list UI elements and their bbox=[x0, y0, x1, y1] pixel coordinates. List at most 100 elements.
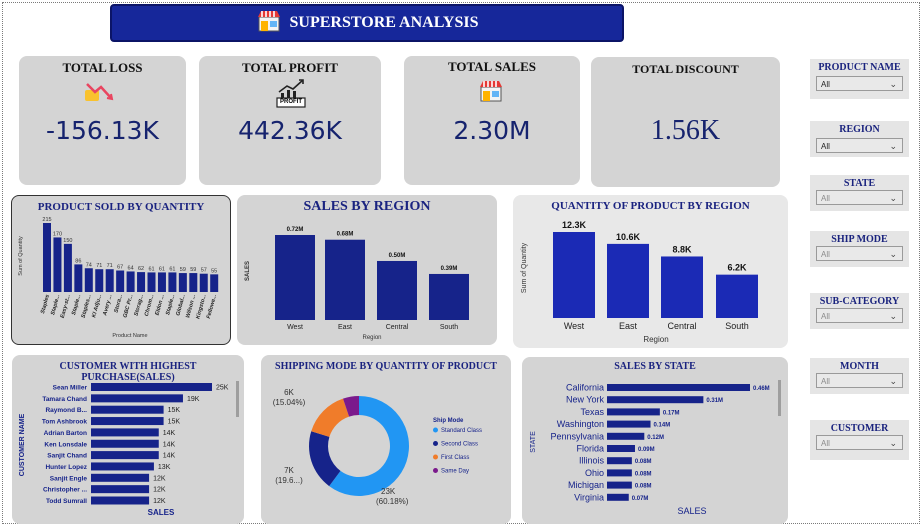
data-label-sales-region-2: 0.50M bbox=[389, 253, 406, 259]
tick-label-sales-region-0: West bbox=[287, 324, 303, 331]
data-label-product-2: 150 bbox=[63, 238, 72, 244]
slicer-dropdown[interactable]: All ⌄ bbox=[816, 76, 903, 91]
tick-label-product-6: Avery ... bbox=[102, 294, 114, 318]
chart-title-sales-state: SALES BY STATE bbox=[614, 361, 696, 372]
bar-state-8 bbox=[607, 481, 632, 489]
tick-label-customer-6: Sanjit Chand bbox=[47, 453, 87, 460]
tick-label-customer-9: Christopher ... bbox=[43, 487, 87, 494]
kpi-card-total-loss[interactable]: TOTAL LOSS -156.13K bbox=[19, 56, 186, 185]
data-label-product-1: 170 bbox=[53, 231, 62, 237]
tick-label-product-9: Storag... bbox=[133, 294, 145, 317]
data-label-customer-6: 14K bbox=[163, 453, 176, 460]
bar-product-11 bbox=[157, 272, 166, 292]
bar-qty-region-2 bbox=[661, 256, 703, 318]
tick-label-sales-region-2: Central bbox=[386, 324, 409, 331]
bar-product-16 bbox=[210, 274, 219, 292]
tick-label-product-11: Eldon ... bbox=[155, 294, 166, 317]
slicer-month[interactable]: MONTH All ⌄ bbox=[810, 358, 909, 394]
slicer-state[interactable]: STATE All ⌄ bbox=[810, 175, 909, 211]
slicer-sub-category[interactable]: SUB-CATEGORY All ⌄ bbox=[810, 293, 909, 329]
loss-trend-icon bbox=[83, 80, 123, 109]
slicer-dropdown[interactable]: All ⌄ bbox=[816, 246, 903, 261]
chart-card-customers[interactable]: CUSTOMER WITH HIGHEST PURCHASE(SALES) Se… bbox=[12, 355, 244, 524]
bar-customer-9 bbox=[91, 485, 150, 494]
tick-label-qty-region-2: Central bbox=[667, 321, 696, 331]
qty-region-chart: 12.3K West 10.6K East 8.8K Central 6.2K South Re… bbox=[521, 220, 758, 344]
kpi-value-total-loss: -156.13K bbox=[46, 116, 159, 145]
tick-label-product-7: Stora... bbox=[113, 294, 124, 314]
chart-title-qty-region: QUANTITY OF PRODUCT BY REGION bbox=[551, 200, 750, 212]
data-label-product-15: 57 bbox=[201, 268, 207, 274]
bar-product-3 bbox=[74, 264, 83, 292]
slicer-customer[interactable]: CUSTOMER All ⌄ bbox=[810, 420, 909, 460]
sales-region-chart: 0.72M West 0.68M East 0.50M Central 0.39M South… bbox=[245, 227, 469, 341]
tick-label-state-3: Washington bbox=[557, 419, 604, 429]
chevron-down-icon: ⌄ bbox=[889, 141, 897, 151]
bar-customer-6 bbox=[91, 451, 159, 460]
bar-product-4 bbox=[84, 268, 93, 292]
tick-label-state-4: Pennsylvania bbox=[550, 431, 604, 441]
data-label-product-7: 67 bbox=[117, 264, 123, 270]
tick-label-product-3: Staple... bbox=[71, 294, 82, 316]
bar-sales-region-1 bbox=[325, 239, 365, 320]
data-label-state-4: 0.12M bbox=[647, 435, 664, 441]
data-label-state-7: 0.08M bbox=[635, 471, 652, 477]
tick-label-state-5: Florida bbox=[576, 444, 604, 454]
slicer-dropdown[interactable]: All ⌄ bbox=[816, 190, 903, 205]
bar-sales-region-0 bbox=[275, 235, 315, 320]
bar-state-2 bbox=[607, 408, 660, 416]
slicer-value: All bbox=[821, 194, 830, 203]
tick-label-customer-7: Hunter Lopez bbox=[45, 464, 87, 471]
slicer-label: CUSTOMER bbox=[830, 423, 889, 434]
bar-product-13 bbox=[178, 273, 187, 292]
data-label-customer-10: 12K bbox=[153, 498, 166, 505]
tick-label-state-6: Illinois bbox=[579, 456, 605, 466]
donut-slice-2 bbox=[311, 398, 350, 437]
bar-state-0 bbox=[607, 384, 750, 391]
slicer-dropdown[interactable]: All ⌄ bbox=[816, 138, 903, 153]
bar-customer-7 bbox=[91, 462, 154, 471]
slicer-dropdown[interactable]: All ⌄ bbox=[816, 435, 903, 450]
chart-title-product-quantity: PRODUCT SOLD BY QUANTITY bbox=[37, 201, 205, 213]
chart-card-ship-mode[interactable]: SHIPPING MODE BY QUANTITY OF PRODUCT 23K… bbox=[261, 355, 511, 524]
slicer-value: All bbox=[821, 250, 830, 259]
bar-customer-4 bbox=[91, 428, 159, 437]
bar-sales-region-3 bbox=[429, 273, 469, 320]
chart-card-sales-region[interactable]: SALES BY REGION 0.72M West 0.68M East 0.50M C… bbox=[237, 195, 497, 345]
tick-label-state-7: Ohio bbox=[585, 468, 604, 478]
slicer-region[interactable]: REGION All ⌄ bbox=[810, 121, 909, 157]
data-label-state-8: 0.08M bbox=[635, 484, 652, 490]
tick-label-product-13: Global... bbox=[175, 294, 187, 317]
chart-card-sales-state[interactable]: SALES BY STATE California 0.46M New York 0.… bbox=[522, 357, 788, 524]
chevron-down-icon: ⌄ bbox=[889, 376, 897, 386]
kpi-card-total-sales[interactable]: TOTAL SALES 2.30M bbox=[404, 56, 580, 185]
x-axis-title-product: Product Name bbox=[112, 333, 147, 339]
legend-marker-ship-2 bbox=[433, 454, 438, 460]
kpi-card-total-discount[interactable]: TOTAL DISCOUNT 1.56K bbox=[591, 57, 780, 187]
slicer-ship-mode[interactable]: SHIP MODE All ⌄ bbox=[810, 231, 909, 267]
slicer-value: All bbox=[821, 142, 830, 151]
store-icon bbox=[256, 8, 282, 39]
bar-customer-0 bbox=[91, 383, 212, 391]
chart-card-product-quantity[interactable]: PRODUCT SOLD BY QUANTITY 215 Staples 170 St… bbox=[11, 195, 231, 345]
chart-card-qty-region[interactable]: QUANTITY OF PRODUCT BY REGION 12.3K West 1… bbox=[513, 195, 788, 348]
bar-customer-10 bbox=[91, 496, 150, 505]
data-label-qty-region-0: 12.3K bbox=[562, 220, 587, 230]
chevron-down-icon: ⌄ bbox=[889, 311, 897, 321]
data-label-product-16: 55 bbox=[211, 268, 217, 274]
slicer-dropdown[interactable]: All ⌄ bbox=[816, 308, 903, 323]
tick-label-customer-10: Todd Sumrall bbox=[46, 498, 87, 505]
slicer-dropdown[interactable]: All ⌄ bbox=[816, 373, 903, 388]
bar-product-2 bbox=[63, 243, 72, 292]
data-label-ship-bottom-2: (15.04%) bbox=[273, 398, 306, 407]
bar-product-7 bbox=[116, 270, 125, 292]
bar-product-9 bbox=[137, 272, 146, 292]
kpi-card-total-profit[interactable]: TOTAL PROFIT PROFIT 442.36K bbox=[199, 56, 381, 185]
donut-slice-3 bbox=[343, 396, 359, 417]
slicer-product-name[interactable]: PRODUCT NAME All ⌄ bbox=[810, 59, 909, 99]
data-label-product-6: 71 bbox=[107, 263, 113, 269]
bar-customer-5 bbox=[91, 439, 159, 448]
y-axis-title-sales-region: SALES bbox=[245, 261, 251, 281]
bar-customer-1 bbox=[91, 394, 183, 403]
tick-label-state-8: Michigan bbox=[568, 480, 604, 490]
